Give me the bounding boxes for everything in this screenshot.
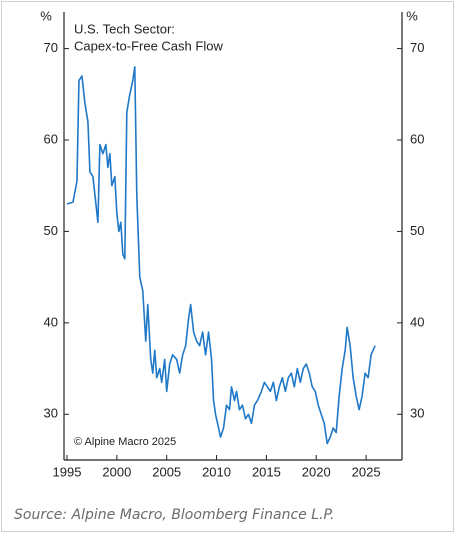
x-tick-label: 2020 <box>302 464 331 479</box>
y-tick-label: 60 <box>44 131 58 146</box>
y2-unit: % <box>406 8 418 23</box>
y-tick-label: 40 <box>44 314 58 329</box>
x-tick-label: 2000 <box>102 464 131 479</box>
x-tick-label: 2015 <box>252 464 281 479</box>
y2-tick-label: 40 <box>410 314 424 329</box>
y-unit: % <box>40 8 52 23</box>
source: Source: Alpine Macro, Bloomberg Finance … <box>14 507 334 523</box>
data-line <box>66 66 376 445</box>
x-tick-label: 2005 <box>152 464 181 479</box>
x-tick-label: 1995 <box>53 464 82 479</box>
y-tick-label: 50 <box>44 223 58 238</box>
y-tick-label: 30 <box>44 406 58 421</box>
annotation: © Alpine Macro 2025 <box>74 436 176 448</box>
y2-tick-label: 70 <box>410 40 424 55</box>
x-tick-label: 2010 <box>202 464 231 479</box>
y-tick-label: 70 <box>44 40 58 55</box>
chart-title: Capex-to-Free Cash Flow <box>74 38 223 53</box>
y2-tick-label: 60 <box>410 131 424 146</box>
y2-tick-label: 30 <box>410 406 424 421</box>
x-tick-label: 2025 <box>352 464 381 479</box>
chart-title: U.S. Tech Sector: <box>74 21 175 36</box>
y2-tick-label: 50 <box>410 223 424 238</box>
